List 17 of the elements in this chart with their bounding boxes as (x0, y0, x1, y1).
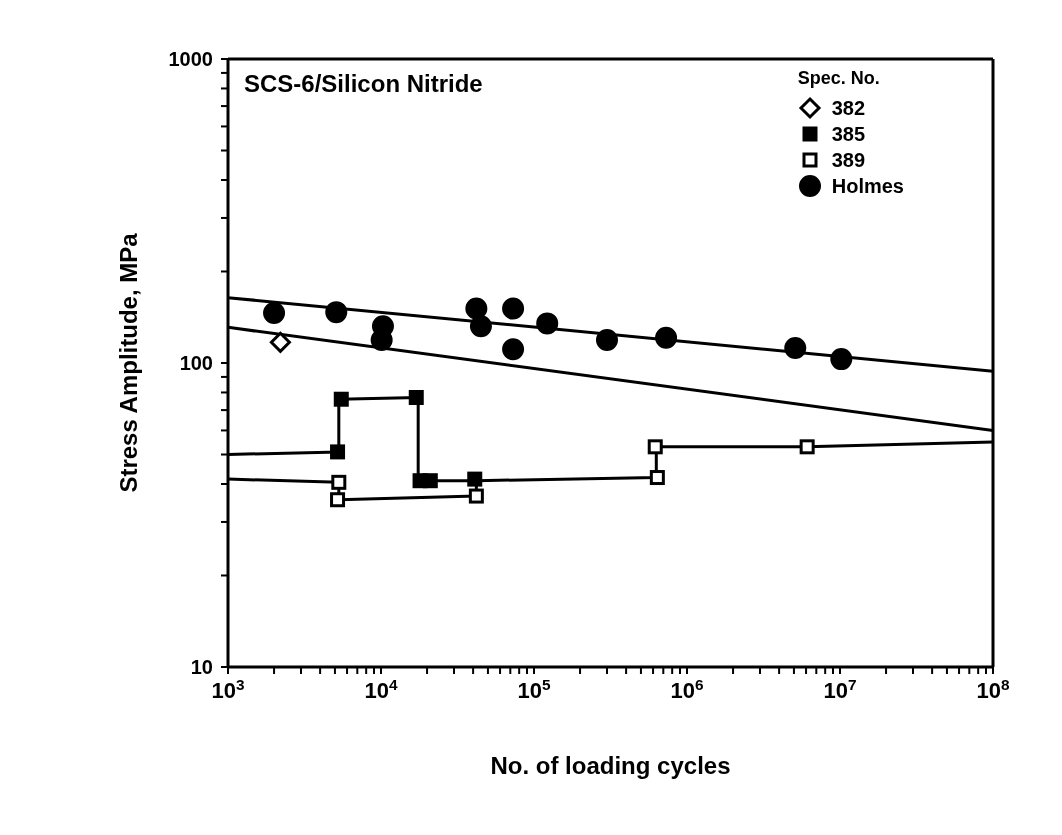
x-tick-label: 10$^{6}$ (670, 675, 704, 703)
legend-label: Holmes (831, 174, 904, 198)
legend-label: 385 (831, 122, 866, 146)
x-tick-label: 10$^{7}$ (823, 675, 857, 703)
y-tick-label: 10 (190, 656, 213, 678)
x-tick-label: 10$^{4}$ (364, 675, 398, 703)
y-axis-title: Stress Amplitude, MPa (114, 232, 142, 493)
y-tick-label: 100 (179, 352, 213, 374)
y-tick-label: 1000 (168, 48, 213, 70)
legend-label: 389 (831, 148, 866, 172)
legend-label: 382 (831, 96, 866, 120)
x-tick-label: 10$^{5}$ (517, 675, 551, 703)
legend-title: Spec. No. (797, 68, 881, 89)
x-axis-title: No. of loading cycles (490, 752, 731, 780)
x-tick-label: 10$^{3}$ (211, 675, 245, 703)
text: SCS-6/Silicon Nitride (244, 70, 483, 98)
x-tick-label: 10$^{8}$ (976, 675, 1010, 703)
